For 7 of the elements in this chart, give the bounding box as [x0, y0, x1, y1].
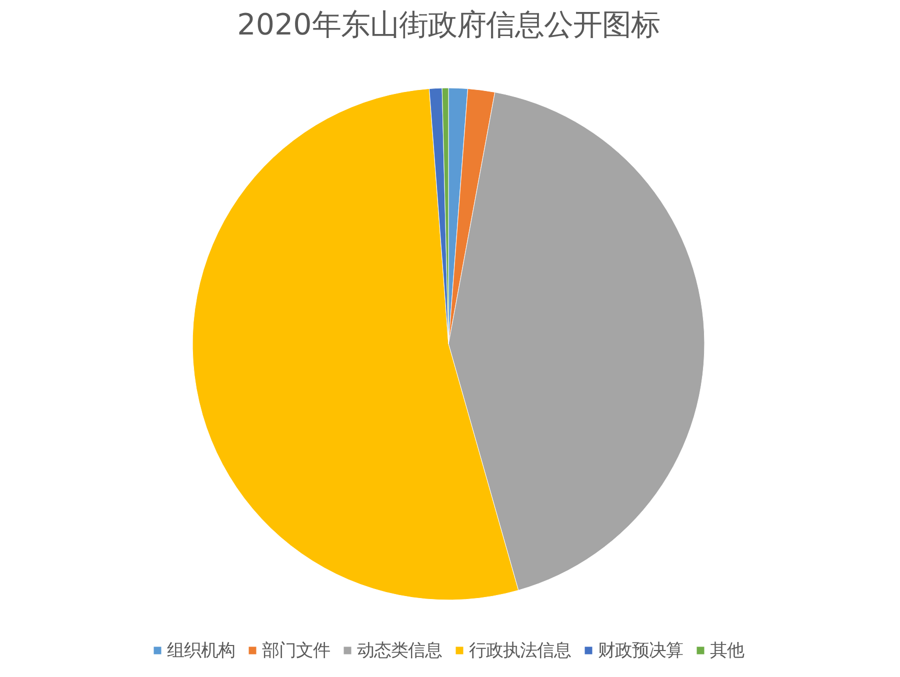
legend-label: 部门文件: [262, 640, 330, 662]
legend-label: 动态类信息: [357, 640, 442, 662]
legend-label: 财政预决算: [598, 640, 683, 662]
chart-title: 2020年东山街政府信息公开图标: [237, 8, 660, 42]
legend-label: 组织机构: [167, 640, 235, 662]
legend-label: 其他: [710, 640, 744, 662]
legend-label: 行政执法信息: [469, 640, 571, 662]
